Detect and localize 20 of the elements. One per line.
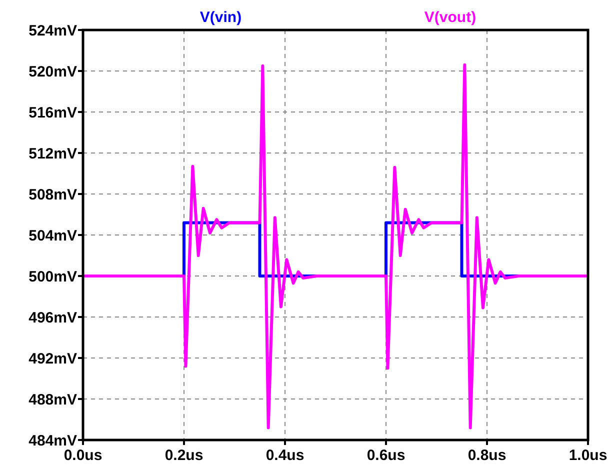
y-tick-label: 512mV xyxy=(28,145,77,162)
line-series xyxy=(82,63,590,430)
y-tick-label: 520mV xyxy=(28,63,77,80)
y-tick-label: 500mV xyxy=(28,268,77,286)
x-tick-label: 0.8us xyxy=(468,447,506,464)
y-tick-label: 524mV xyxy=(28,22,77,40)
y-tick-label: 516mV xyxy=(28,104,77,122)
text: V(vin) xyxy=(200,9,242,26)
x-tick-label: 0.2us xyxy=(164,447,204,464)
x-tick-label: 0.0us xyxy=(64,447,102,464)
x-tick-label: 0.6us xyxy=(366,447,406,464)
x-tick-label: 0.4us xyxy=(266,447,304,464)
y-tick-label: 508mV xyxy=(28,186,77,204)
y-tick-label: 488mV xyxy=(28,391,77,408)
y-tick-label: 496mV xyxy=(28,309,77,326)
x-tick-label: 1.0us xyxy=(568,447,608,464)
y-tick-label: 504mV xyxy=(28,227,77,244)
y-tick-label: 492mV xyxy=(28,350,77,368)
y-tick-label: 484mV xyxy=(28,432,77,450)
text: V(vout) xyxy=(424,9,476,26)
